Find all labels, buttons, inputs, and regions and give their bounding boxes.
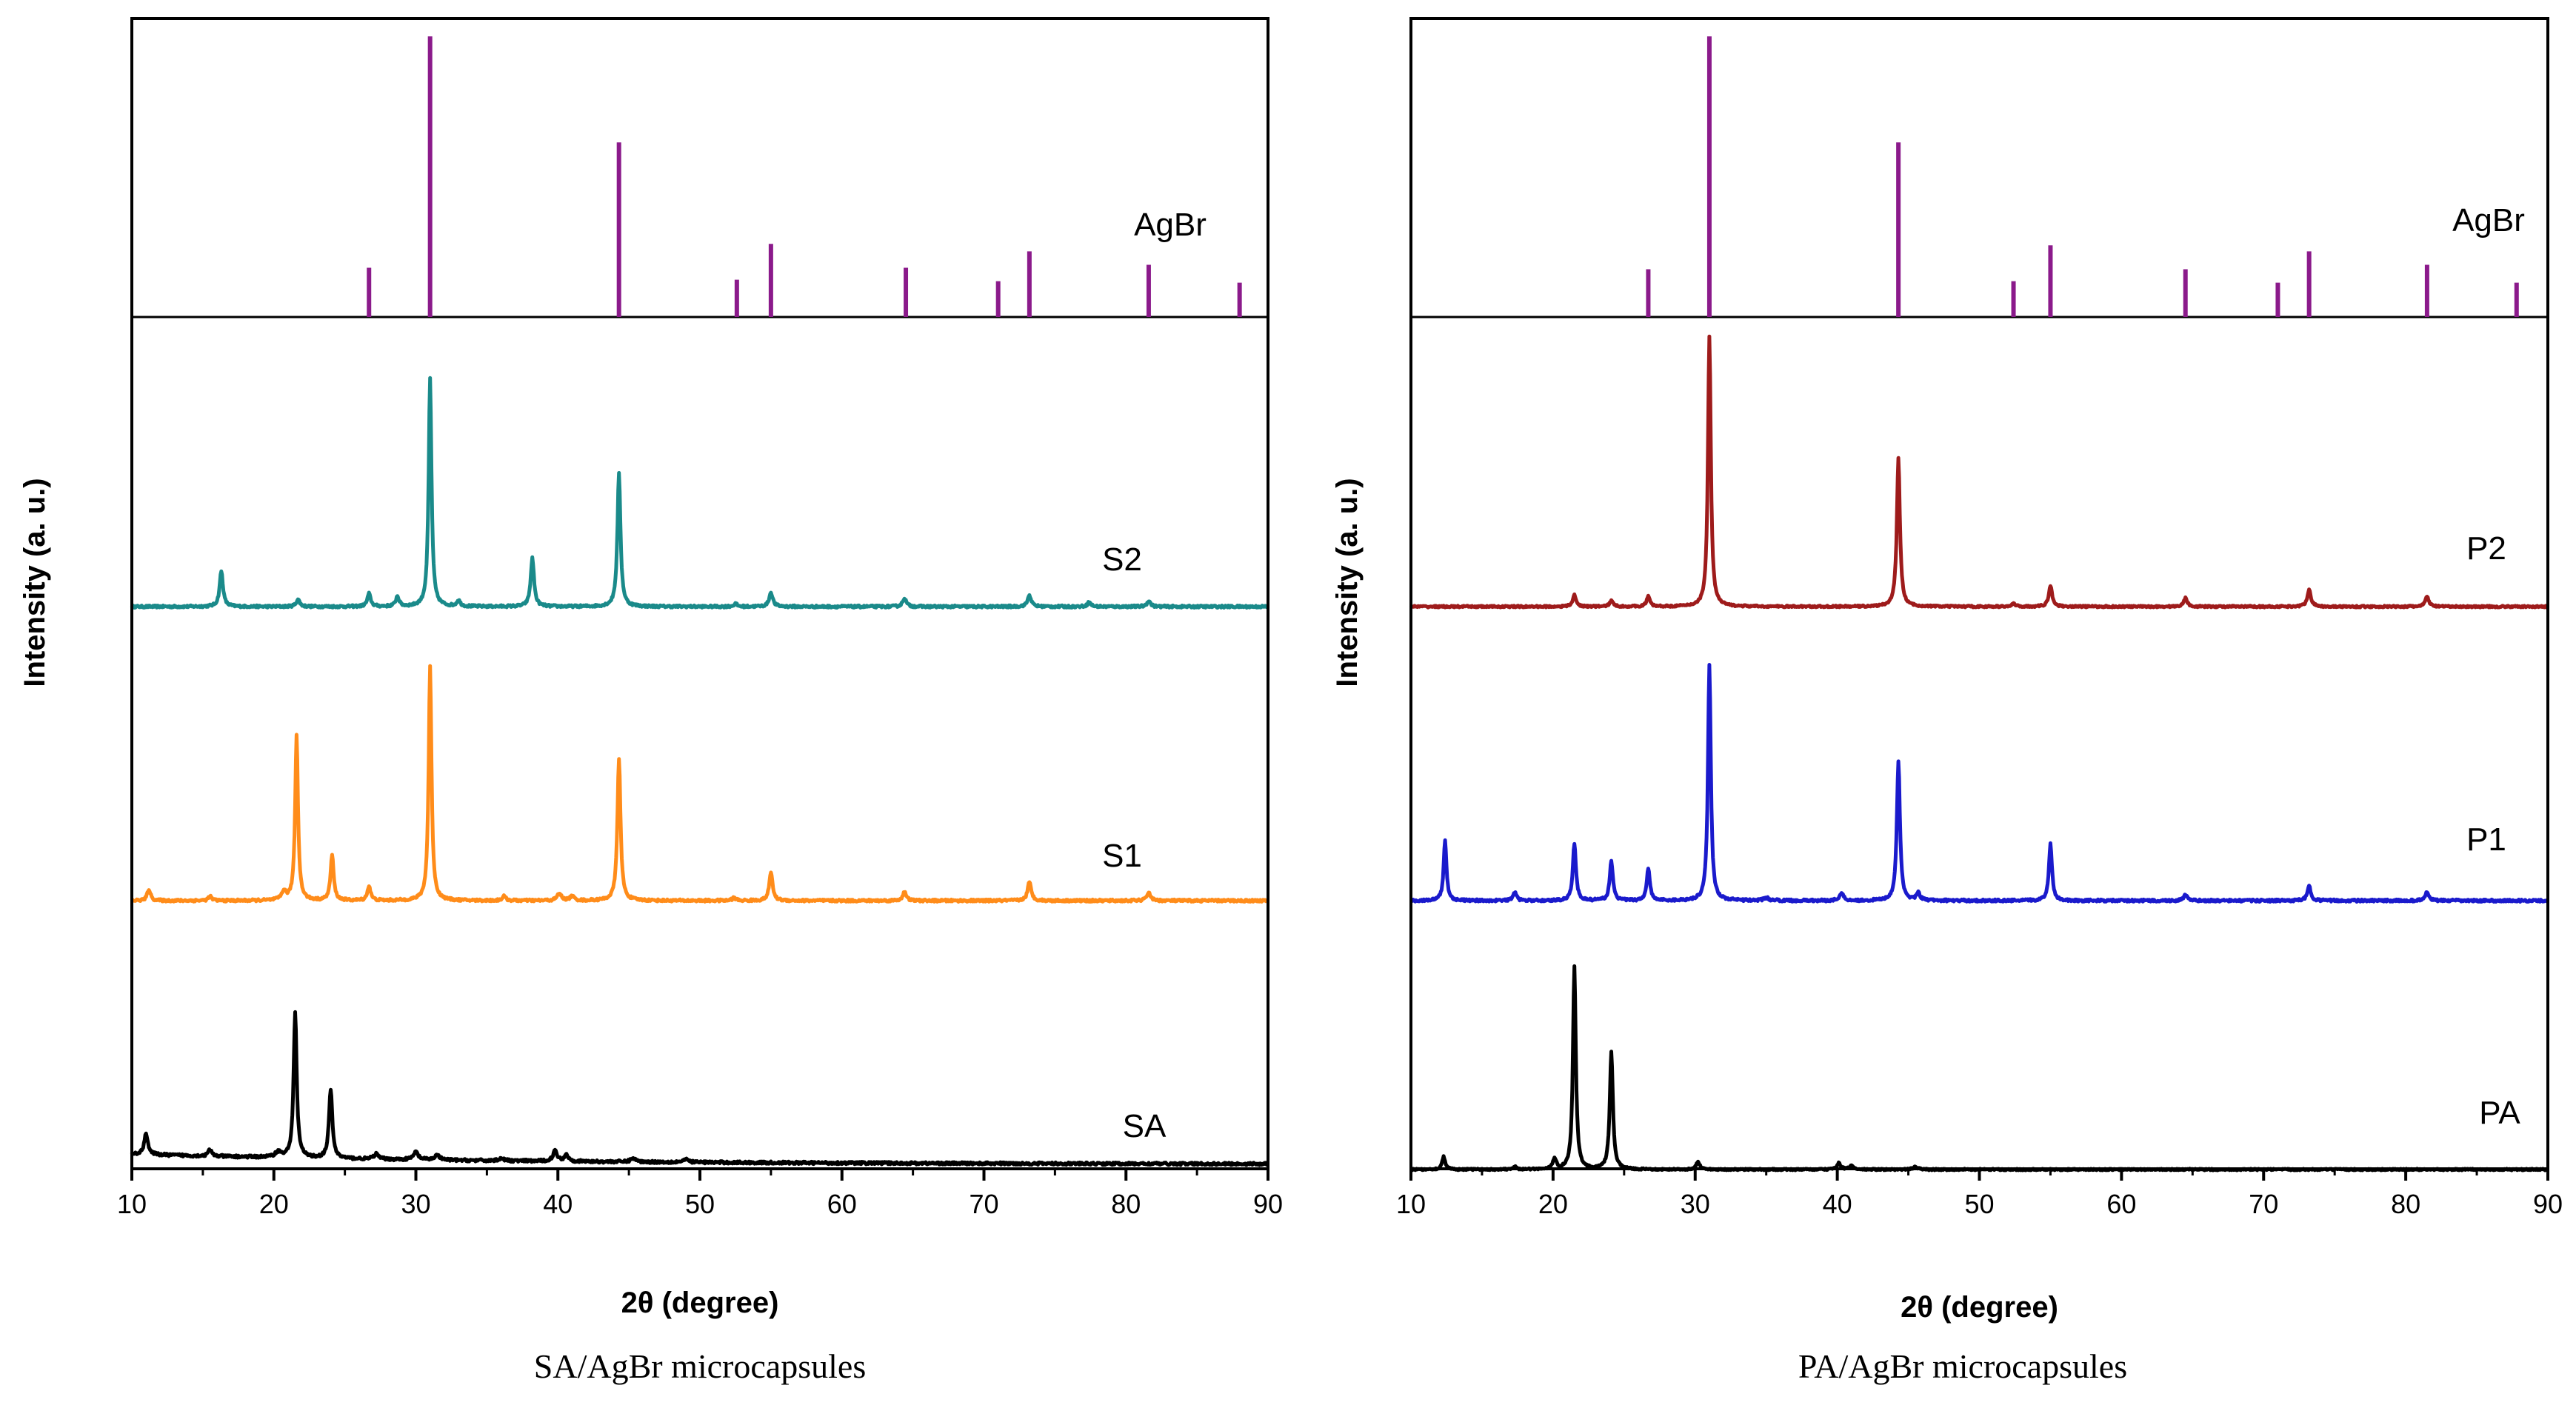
x-tick-label: 60 [827, 1189, 857, 1219]
series-label-agbr: AgBr [1134, 207, 1207, 243]
x-tick-label: 20 [259, 1189, 289, 1219]
x-tick-label: 70 [969, 1189, 998, 1219]
x-tick-label: 90 [2533, 1189, 2563, 1219]
y-axis-title: Intensity (a. u.) [1331, 478, 1364, 687]
x-tick-label: 50 [685, 1189, 715, 1219]
series-line-s2 [130, 376, 1269, 610]
series-label-s2: S2 [1102, 541, 1142, 578]
x-axis-title: 2θ (degree) [621, 1287, 779, 1319]
x-tick-label: 60 [2106, 1189, 2136, 1219]
x-tick-label: 30 [401, 1189, 430, 1219]
x-tick-label: 40 [543, 1189, 573, 1219]
series-label-pa: PA [2479, 1095, 2520, 1131]
chart-panel-1: AgBr S2 S1 SA 10 20 30 40 50 60 70 80 90 2θ (degree) I… [19, 17, 1283, 1385]
chart-panel-2: AgBr P2 P1 PA 10 20 30 40 50 60 70 80 90 2θ (degree) I… [1331, 17, 2563, 1385]
series-line-p1 [1409, 663, 2549, 904]
series-label-agbr: AgBr [2452, 202, 2525, 238]
series-label-p1: P1 [2466, 821, 2506, 858]
x-tick-label: 90 [1253, 1189, 1283, 1219]
y-axis-title: Intensity (a. u.) [19, 478, 51, 687]
series-line-p2 [1409, 334, 2549, 610]
x-tick-label: 40 [1823, 1189, 1852, 1219]
series-label-s1: S1 [1102, 838, 1142, 874]
series-line-s1 [130, 664, 1269, 904]
x-tick-label: 10 [117, 1189, 147, 1219]
series-line-sa [130, 1010, 1270, 1167]
x-tick-label: 50 [1964, 1189, 1994, 1219]
x-tick-label: 80 [2391, 1189, 2420, 1219]
x-tick-label: 30 [1681, 1189, 1710, 1219]
x-tick-label: 10 [1396, 1189, 1426, 1219]
panel-caption: PA/AgBr microcapsules [1798, 1347, 2127, 1385]
x-tick-label: 70 [2249, 1189, 2278, 1219]
panel-caption: SA/AgBr microcapsules [534, 1347, 866, 1385]
series-label-p2: P2 [2466, 530, 2506, 567]
series-label-sa: SA [1123, 1108, 1167, 1144]
x-tick-label: 80 [1111, 1189, 1141, 1219]
x-axis-title: 2θ (degree) [1901, 1291, 2058, 1324]
x-tick-label: 20 [1538, 1189, 1568, 1219]
